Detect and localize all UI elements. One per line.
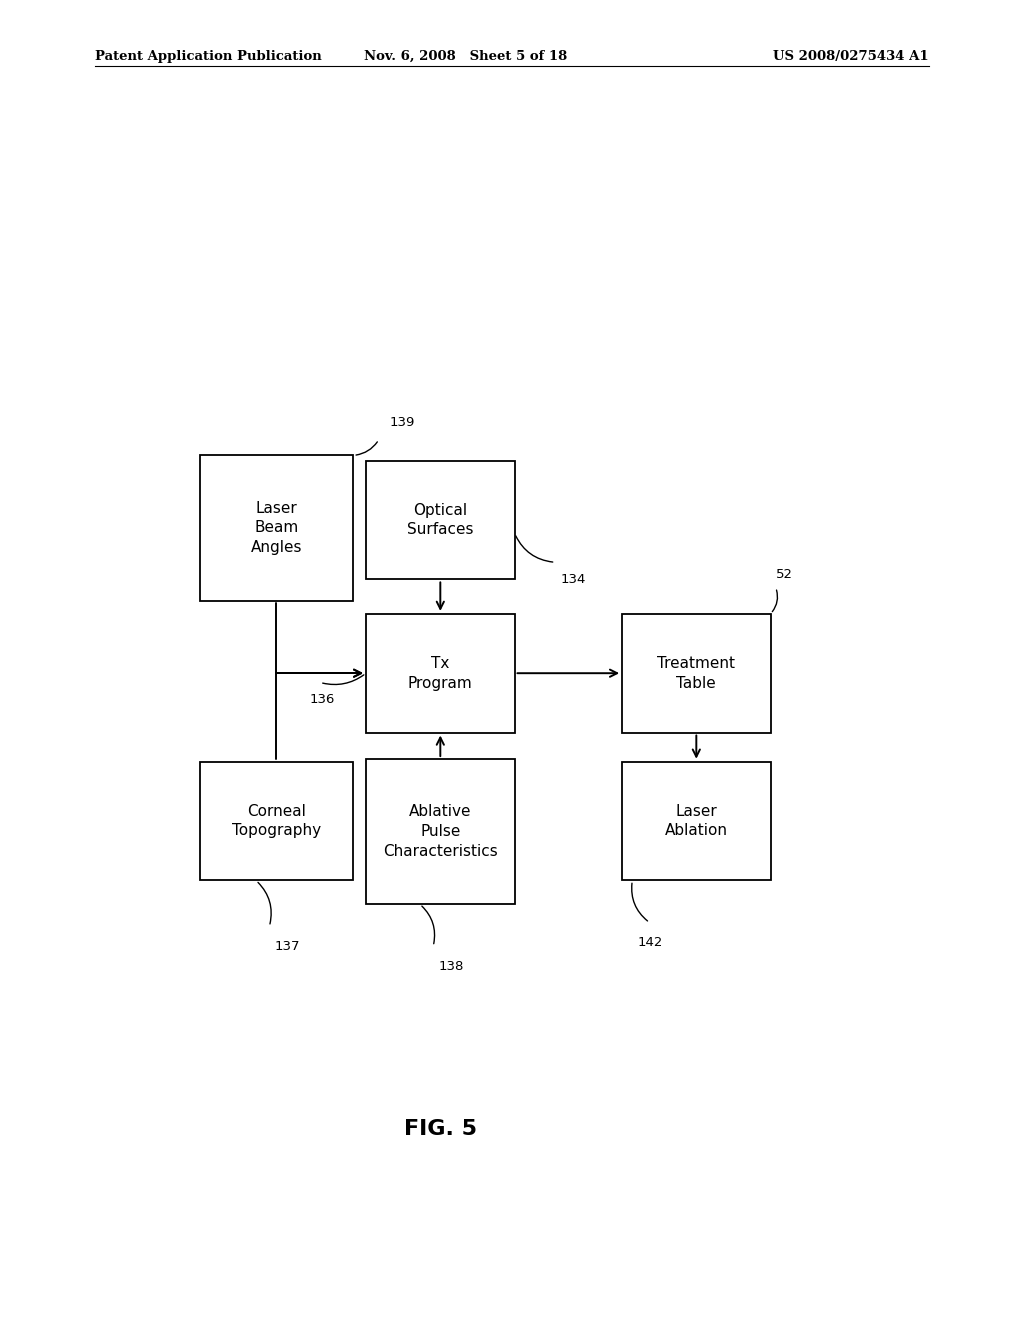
Bar <box>623 614 771 733</box>
Bar <box>367 614 514 733</box>
Text: FIG. 5: FIG. 5 <box>403 1118 477 1139</box>
Text: 139: 139 <box>389 416 415 429</box>
Text: 138: 138 <box>438 960 464 973</box>
Text: US 2008/0275434 A1: US 2008/0275434 A1 <box>773 50 929 63</box>
Text: Corneal
Topography: Corneal Topography <box>231 804 322 838</box>
Text: Optical
Surfaces: Optical Surfaces <box>408 503 473 537</box>
Bar <box>200 455 353 601</box>
Text: 142: 142 <box>637 936 663 949</box>
Text: Tx
Program: Tx Program <box>408 656 473 690</box>
Text: Nov. 6, 2008   Sheet 5 of 18: Nov. 6, 2008 Sheet 5 of 18 <box>365 50 567 63</box>
Bar <box>200 762 353 880</box>
Text: 52: 52 <box>776 568 793 581</box>
Bar <box>367 461 514 579</box>
Bar <box>367 759 514 904</box>
Text: 134: 134 <box>561 573 586 586</box>
Text: Treatment
Table: Treatment Table <box>657 656 735 690</box>
Text: Patent Application Publication: Patent Application Publication <box>95 50 322 63</box>
Text: Laser
Ablation: Laser Ablation <box>665 804 728 838</box>
Bar <box>623 762 771 880</box>
Text: 137: 137 <box>274 940 300 953</box>
Text: Laser
Beam
Angles: Laser Beam Angles <box>251 500 302 556</box>
Text: 136: 136 <box>309 693 335 706</box>
Text: Ablative
Pulse
Characteristics: Ablative Pulse Characteristics <box>383 804 498 859</box>
